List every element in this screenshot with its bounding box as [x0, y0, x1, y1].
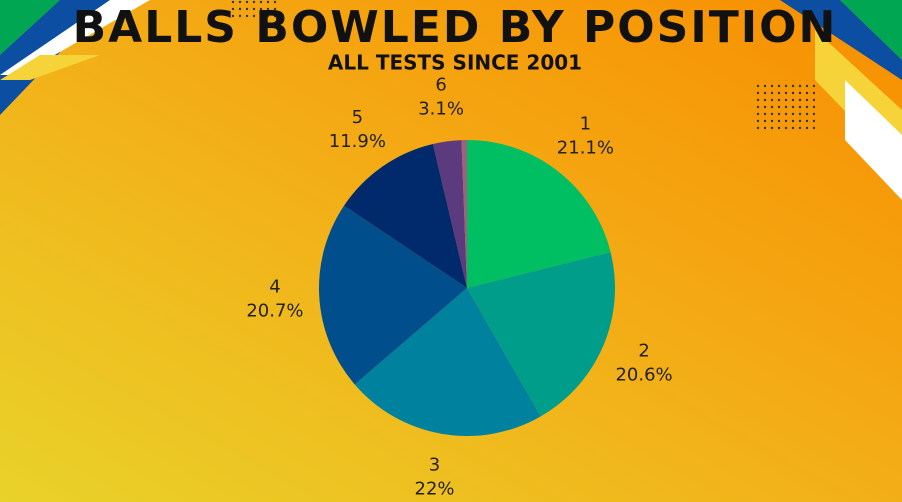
slice-category-label: 3	[429, 455, 440, 476]
pie-slice	[467, 140, 611, 288]
slice-category-label: 2	[638, 340, 649, 361]
pie-slice	[319, 205, 467, 385]
slice-value-label: 21.1%	[557, 137, 614, 158]
slice-value-label: 11.9%	[329, 131, 386, 152]
decoration	[0, 0, 902, 200]
pie-slice	[354, 288, 541, 437]
slice-category-label: 5	[352, 107, 363, 128]
chart-subtitle: ALL TESTS SINCE 2001	[328, 51, 582, 75]
chart-title: BALLS BOWLED BY POSITION	[73, 2, 838, 53]
pie-slice	[432, 140, 467, 288]
slice-category-label: 1	[580, 113, 591, 134]
slice-category-label: 6	[435, 74, 446, 95]
slice-value-label: 20.6%	[615, 364, 672, 385]
pie-slice	[344, 143, 467, 288]
slice-value-label: 22%	[415, 479, 455, 500]
pie-slice	[467, 252, 615, 417]
slice-category-label: 4	[269, 276, 280, 297]
slice-value-label: 3.1%	[418, 98, 464, 119]
slice-value-label: 20.7%	[246, 300, 303, 321]
pie-slice	[461, 140, 467, 288]
